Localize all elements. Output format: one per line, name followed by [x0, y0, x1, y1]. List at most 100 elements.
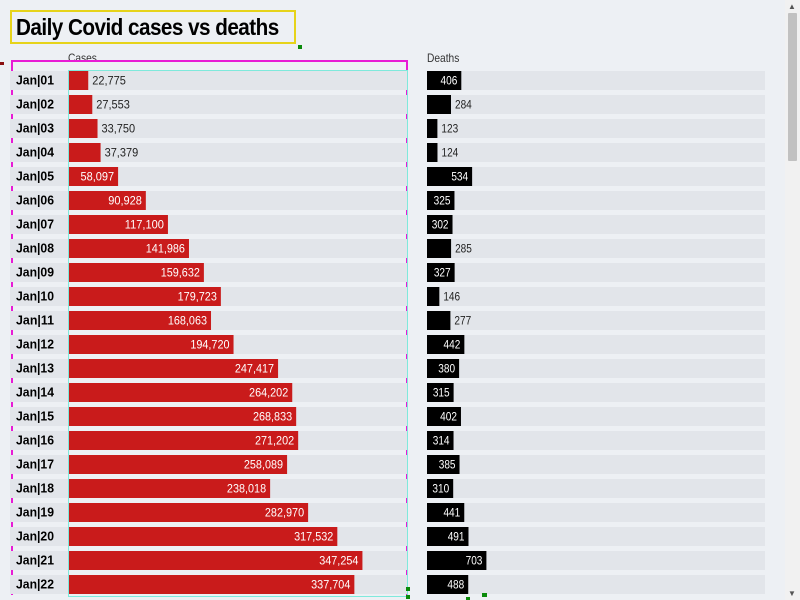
category-label: Jan|19: [16, 505, 54, 520]
deaths-bar[interactable]: [427, 143, 438, 162]
cases-bar[interactable]: [69, 527, 338, 546]
cases-row-background: [10, 143, 407, 162]
category-label: Jan|20: [16, 529, 54, 544]
deaths-bar[interactable]: [427, 191, 455, 210]
deaths-bar[interactable]: [427, 431, 454, 450]
cases-bar[interactable]: [69, 503, 309, 522]
deaths-row-background: [427, 527, 765, 546]
scroll-up-icon[interactable]: ▲: [788, 2, 796, 11]
cases-data-label: 238,018: [227, 482, 266, 496]
resize-handle[interactable]: [298, 45, 302, 49]
deaths-data-label: 123: [441, 122, 458, 136]
deaths-bar[interactable]: [427, 119, 438, 138]
deaths-bar[interactable]: [427, 215, 453, 234]
scroll-down-icon[interactable]: ▼: [788, 589, 796, 598]
category-label: Jan|01: [16, 73, 54, 88]
deaths-bar[interactable]: [427, 359, 460, 378]
category-label: Jan|22: [16, 577, 54, 592]
cases-bar[interactable]: [69, 359, 279, 378]
category-label: Jan|16: [16, 433, 54, 448]
cases-bar[interactable]: [69, 407, 297, 426]
deaths-row-background: [427, 119, 765, 138]
deaths-bar[interactable]: [427, 383, 454, 402]
cases-data-label: 117,100: [125, 218, 164, 232]
cases-data-label: 22,775: [92, 74, 126, 88]
cases-bar[interactable]: [69, 479, 271, 498]
deaths-bar[interactable]: [427, 407, 461, 426]
cases-data-label: 247,417: [235, 362, 274, 376]
resize-handle[interactable]: [0, 62, 4, 65]
cases-data-label: 179,723: [178, 290, 217, 304]
category-label: Jan|10: [16, 289, 54, 304]
cases-bar[interactable]: [69, 263, 204, 282]
resize-handle[interactable]: [406, 595, 410, 599]
cases-data-label: 90,928: [108, 194, 142, 208]
deaths-data-label: 703: [466, 554, 483, 568]
resize-handle[interactable]: [466, 597, 470, 600]
cases-data-label: 337,704: [311, 578, 350, 592]
deaths-row-background: [427, 191, 765, 210]
resize-handle[interactable]: [406, 587, 410, 591]
cases-bar[interactable]: [69, 119, 98, 138]
deaths-data-label: 315: [433, 386, 450, 400]
cases-bar[interactable]: [69, 95, 93, 114]
cases-data-label: 33,750: [102, 122, 136, 136]
vertical-scrollbar[interactable]: ▲ ▼: [785, 0, 800, 600]
deaths-data-label: 380: [438, 362, 455, 376]
cases-bar[interactable]: [69, 239, 189, 258]
cases-bar[interactable]: [69, 143, 101, 162]
deaths-data-label: 491: [448, 530, 465, 544]
deaths-row-background: [427, 95, 765, 114]
deaths-bar[interactable]: [427, 311, 451, 330]
deaths-data-label: 406: [441, 74, 458, 88]
cases-bar[interactable]: [69, 551, 363, 570]
deaths-data-label: 402: [440, 410, 457, 424]
deaths-data-label: 302: [432, 218, 449, 232]
deaths-bar[interactable]: [427, 455, 460, 474]
deaths-bar[interactable]: [427, 335, 465, 354]
deaths-bar[interactable]: [427, 95, 451, 114]
cases-bar[interactable]: [69, 335, 234, 354]
deaths-bar[interactable]: [427, 575, 469, 594]
deaths-bar[interactable]: [427, 527, 469, 546]
cases-bar[interactable]: [69, 455, 288, 474]
category-label: Jan|18: [16, 481, 54, 496]
cases-data-label: 317,532: [294, 530, 333, 544]
cases-data-label: 37,379: [105, 146, 139, 160]
deaths-bar[interactable]: [427, 167, 473, 186]
deaths-bar[interactable]: [427, 239, 452, 258]
cases-data-label: 347,254: [319, 554, 358, 568]
cases-data-label: 268,833: [253, 410, 292, 424]
cases-bar[interactable]: [69, 191, 146, 210]
cases-bar[interactable]: [69, 311, 212, 330]
deaths-bar[interactable]: [427, 71, 462, 90]
deaths-row-background: [427, 551, 765, 570]
category-label: Jan|13: [16, 361, 54, 376]
deaths-bar[interactable]: [427, 263, 455, 282]
deaths-data-label: 385: [439, 458, 456, 472]
deaths-bar[interactable]: [427, 551, 487, 570]
cases-bar[interactable]: [69, 287, 221, 306]
cases-data-label: 27,553: [96, 98, 130, 112]
deaths-row-background: [427, 407, 765, 426]
cases-bar[interactable]: [69, 383, 293, 402]
cases-data-label: 58,097: [80, 170, 114, 184]
scroll-thumb[interactable]: [788, 13, 797, 161]
deaths-data-label: 146: [443, 290, 460, 304]
deaths-data-label: 442: [444, 338, 461, 352]
cases-bar[interactable]: [69, 575, 355, 594]
resize-handle[interactable]: [482, 593, 487, 597]
cases-bar[interactable]: [69, 431, 299, 450]
category-label: Jan|08: [16, 241, 54, 256]
deaths-row-background: [427, 335, 765, 354]
deaths-row-background: [427, 311, 765, 330]
deaths-row-background: [427, 167, 765, 186]
deaths-bar[interactable]: [427, 479, 454, 498]
deaths-bar[interactable]: [427, 503, 465, 522]
deaths-bar[interactable]: [427, 287, 440, 306]
category-label: Jan|07: [16, 217, 54, 232]
cases-bar[interactable]: [69, 167, 119, 186]
cases-bar[interactable]: [69, 215, 168, 234]
category-label: Jan|21: [16, 553, 54, 568]
cases-bar[interactable]: [69, 71, 89, 90]
